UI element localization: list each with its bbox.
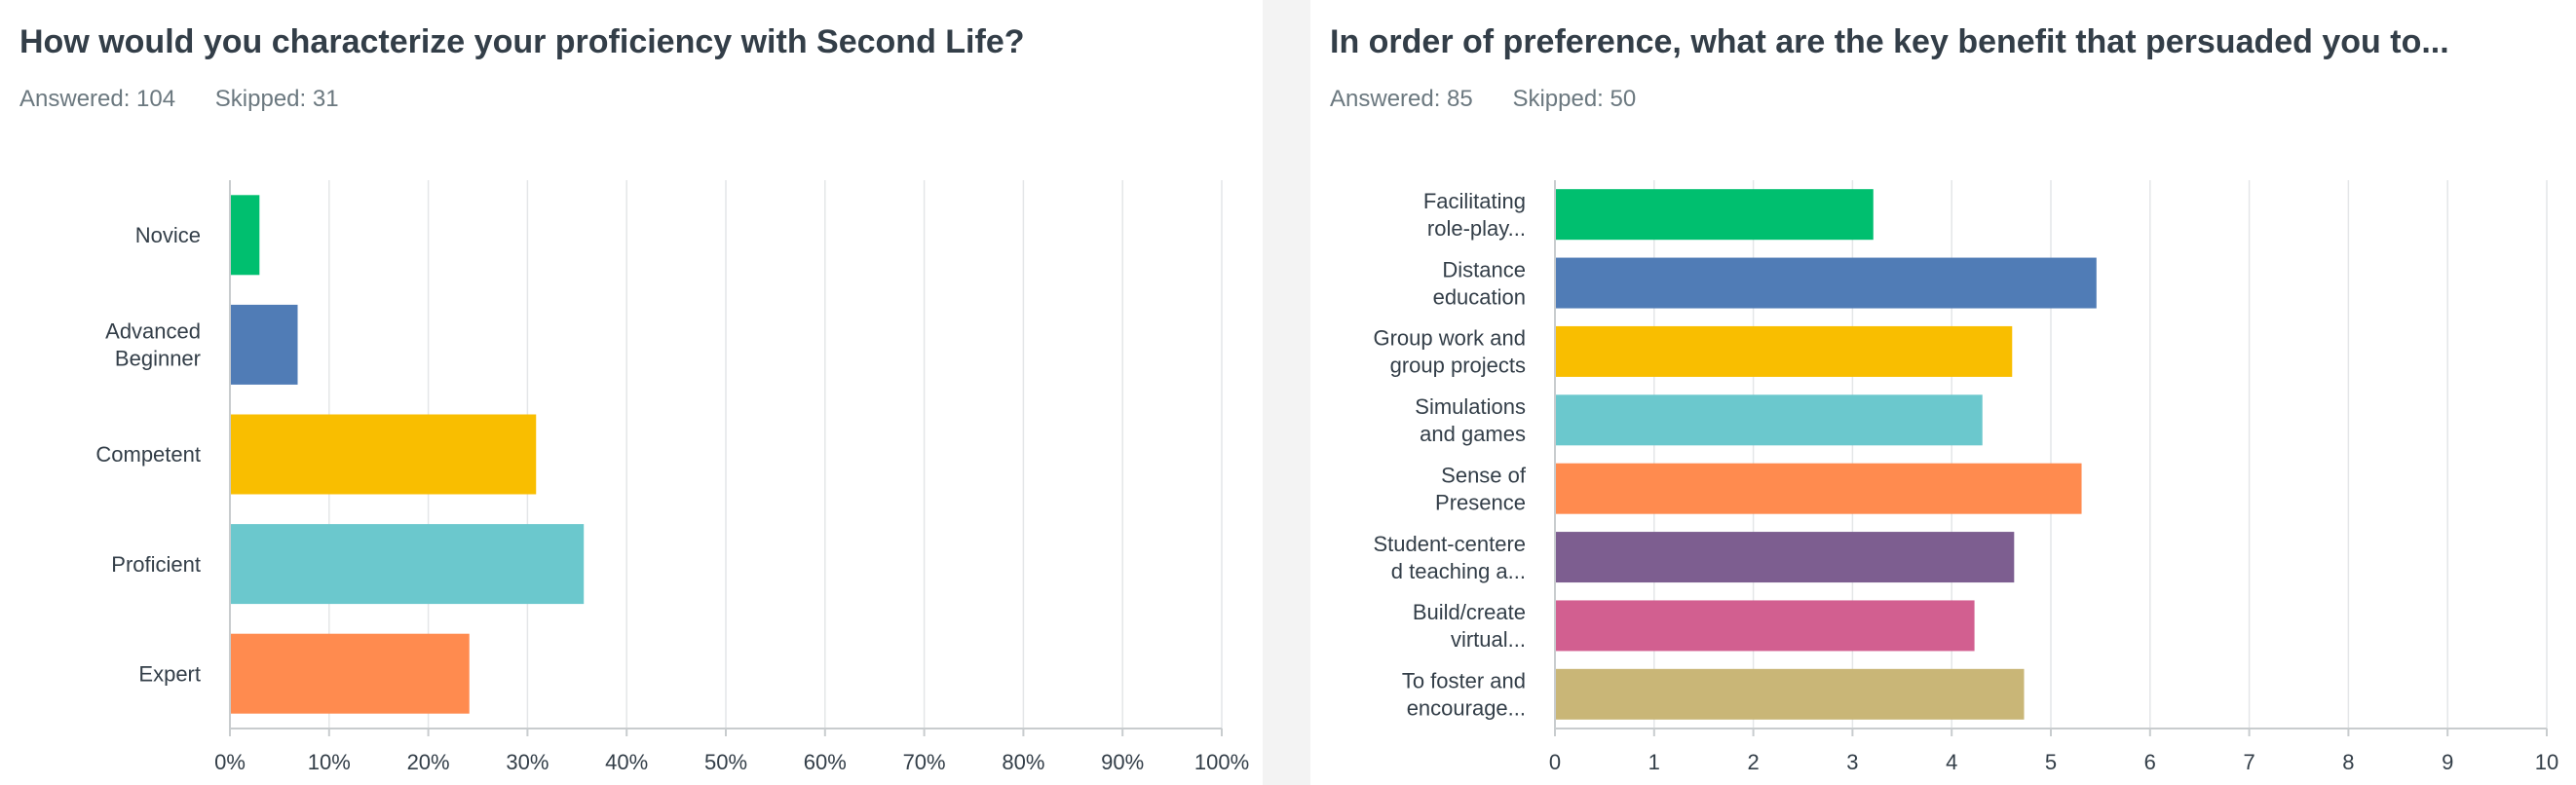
x-tick-label: 20% bbox=[407, 750, 450, 774]
x-tick-label: 80% bbox=[1002, 750, 1044, 774]
x-tick-label: 9 bbox=[2442, 750, 2453, 774]
question-title: In order of preference, what are the key… bbox=[1330, 23, 2449, 60]
bar bbox=[1556, 463, 2082, 514]
category-label-line: Group work and bbox=[1373, 326, 1526, 351]
x-tick-label: 60% bbox=[804, 750, 847, 774]
category-label-line: education bbox=[1433, 284, 1526, 309]
question-panel-proficiency: How would you characterize your proficie… bbox=[0, 0, 1263, 785]
x-tick-label: 8 bbox=[2342, 750, 2354, 774]
bar bbox=[231, 524, 585, 605]
bar bbox=[231, 414, 537, 495]
category-label: Facilitating role-play... bbox=[1423, 189, 1526, 241]
bar bbox=[1556, 668, 2025, 720]
category-label: Proficient bbox=[111, 552, 201, 577]
x-tick-label: 6 bbox=[2144, 750, 2156, 774]
x-tick-label: 30% bbox=[506, 750, 549, 774]
x-tick-label: 10% bbox=[308, 750, 351, 774]
category-label-line: group projects bbox=[1390, 354, 1526, 378]
category-label-line: encourage... bbox=[1407, 696, 1526, 721]
bar bbox=[231, 195, 260, 276]
category-label-line: Sense of bbox=[1441, 463, 1527, 487]
bar bbox=[1556, 600, 1975, 652]
category-label-line: Advanced bbox=[105, 319, 201, 344]
question-title: How would you characterize your proficie… bbox=[19, 23, 1025, 60]
x-tick-label: 10 bbox=[2535, 750, 2558, 774]
x-tick-label: 90% bbox=[1101, 750, 1144, 774]
proficiency-bar-chart: 0% 10% 20% 30% 40% 50% 60% 70% 80% 90% 100% Novice A… bbox=[95, 180, 1249, 774]
category-label-line: role-play... bbox=[1427, 216, 1526, 241]
skipped-count: Skipped: 31 bbox=[214, 86, 339, 112]
x-tick-label: 3 bbox=[1846, 750, 1858, 774]
category-label-line: Novice bbox=[135, 223, 201, 247]
category-label-line: and games bbox=[1420, 422, 1526, 446]
x-tick-label: 0% bbox=[214, 750, 246, 774]
answered-count: Answered: 104 bbox=[19, 86, 176, 112]
category-label-line: Simulations bbox=[1415, 394, 1526, 419]
x-tick-label: 70% bbox=[903, 750, 946, 774]
category-label: Simulations and games bbox=[1415, 394, 1526, 446]
category-label: Advanced Beginner bbox=[105, 319, 201, 371]
skipped-count: Skipped: 50 bbox=[1512, 86, 1637, 112]
answered-count: Answered: 85 bbox=[1330, 86, 1473, 112]
x-tick-label: 1 bbox=[1648, 750, 1660, 774]
bar bbox=[1556, 325, 2013, 377]
question-panel-benefits: In order of preference, what are the key… bbox=[1310, 0, 2576, 785]
category-label-line: To foster and bbox=[1402, 669, 1526, 693]
category-label-line: Presence bbox=[1435, 490, 1526, 514]
category-label: Sense of Presence bbox=[1435, 463, 1527, 514]
x-tick-label: 40% bbox=[605, 750, 648, 774]
category-label: Distance education bbox=[1433, 257, 1526, 309]
bar bbox=[1556, 189, 1874, 241]
category-label-line: Facilitating bbox=[1423, 189, 1526, 213]
category-label: Competent bbox=[95, 442, 201, 467]
category-label-line: virtual... bbox=[1451, 627, 1526, 652]
category-label-line: Distance bbox=[1442, 257, 1526, 281]
x-tick-label: 50% bbox=[704, 750, 747, 774]
category-label: Novice bbox=[135, 223, 201, 247]
x-tick-label: 7 bbox=[2243, 750, 2254, 774]
category-label-line: Student-centere bbox=[1373, 532, 1526, 556]
bar bbox=[1556, 532, 2015, 583]
category-label: To foster and encourage... bbox=[1402, 669, 1526, 721]
category-label: Expert bbox=[138, 661, 201, 686]
category-label: Group work and group projects bbox=[1373, 326, 1526, 378]
category-label-line: Build/create bbox=[1413, 600, 1526, 624]
category-label-line: Beginner bbox=[115, 347, 201, 371]
x-tick-label: 0 bbox=[1549, 750, 1561, 774]
bar bbox=[1556, 394, 1983, 446]
bar bbox=[231, 633, 470, 714]
bar bbox=[1556, 257, 2097, 309]
x-tick-label: 5 bbox=[2045, 750, 2057, 774]
category-label-line: d teaching a... bbox=[1391, 559, 1526, 583]
category-label: Student-centere d teaching a... bbox=[1373, 532, 1526, 583]
x-tick-label: 2 bbox=[1747, 750, 1759, 774]
category-label-line: Competent bbox=[95, 442, 201, 467]
x-tick-label: 100% bbox=[1194, 750, 1249, 774]
category-label: Build/create virtual... bbox=[1413, 600, 1526, 652]
benefits-bar-chart: 0 1 2 3 4 5 6 7 8 9 10 Facilitating role-play... Dist… bbox=[1373, 180, 2558, 774]
bar bbox=[231, 304, 298, 385]
x-tick-label: 4 bbox=[1946, 750, 1957, 774]
category-label-line: Proficient bbox=[111, 552, 201, 577]
category-label-line: Expert bbox=[138, 661, 201, 686]
response-stats: Answered: 104 Skipped: 31 bbox=[19, 86, 339, 113]
response-stats: Answered: 85 Skipped: 50 bbox=[1330, 86, 1636, 113]
